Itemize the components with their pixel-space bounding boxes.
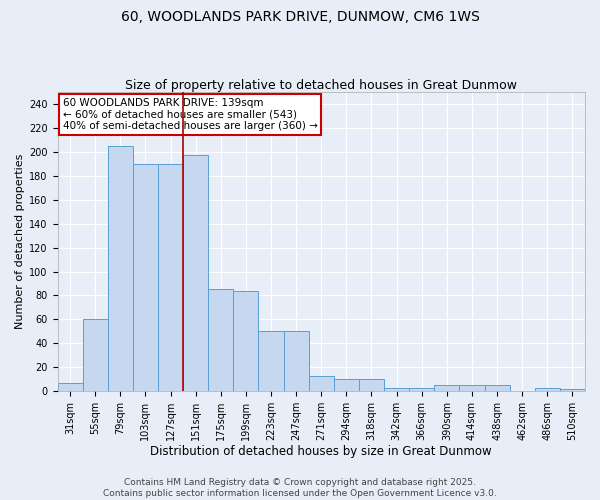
Bar — [108, 146, 133, 391]
Bar — [208, 290, 233, 391]
Y-axis label: Number of detached properties: Number of detached properties — [15, 154, 25, 330]
Bar — [133, 164, 158, 391]
Bar — [460, 386, 485, 391]
Bar — [308, 376, 334, 391]
Bar — [158, 164, 183, 391]
Title: Size of property relative to detached houses in Great Dunmow: Size of property relative to detached ho… — [125, 79, 517, 92]
Bar — [334, 380, 359, 391]
Bar — [384, 388, 409, 391]
Bar — [560, 389, 585, 391]
X-axis label: Distribution of detached houses by size in Great Dunmow: Distribution of detached houses by size … — [151, 444, 492, 458]
Text: 60, WOODLANDS PARK DRIVE, DUNMOW, CM6 1WS: 60, WOODLANDS PARK DRIVE, DUNMOW, CM6 1W… — [121, 10, 479, 24]
Bar — [535, 388, 560, 391]
Bar — [259, 332, 284, 391]
Bar — [284, 332, 308, 391]
Bar — [58, 383, 83, 391]
Bar — [359, 380, 384, 391]
Bar — [434, 386, 460, 391]
Text: Contains HM Land Registry data © Crown copyright and database right 2025.
Contai: Contains HM Land Registry data © Crown c… — [103, 478, 497, 498]
Bar — [233, 290, 259, 391]
Bar — [485, 386, 509, 391]
Bar — [83, 320, 108, 391]
Text: 60 WOODLANDS PARK DRIVE: 139sqm
← 60% of detached houses are smaller (543)
40% o: 60 WOODLANDS PARK DRIVE: 139sqm ← 60% of… — [63, 98, 317, 131]
Bar — [409, 388, 434, 391]
Bar — [183, 156, 208, 391]
